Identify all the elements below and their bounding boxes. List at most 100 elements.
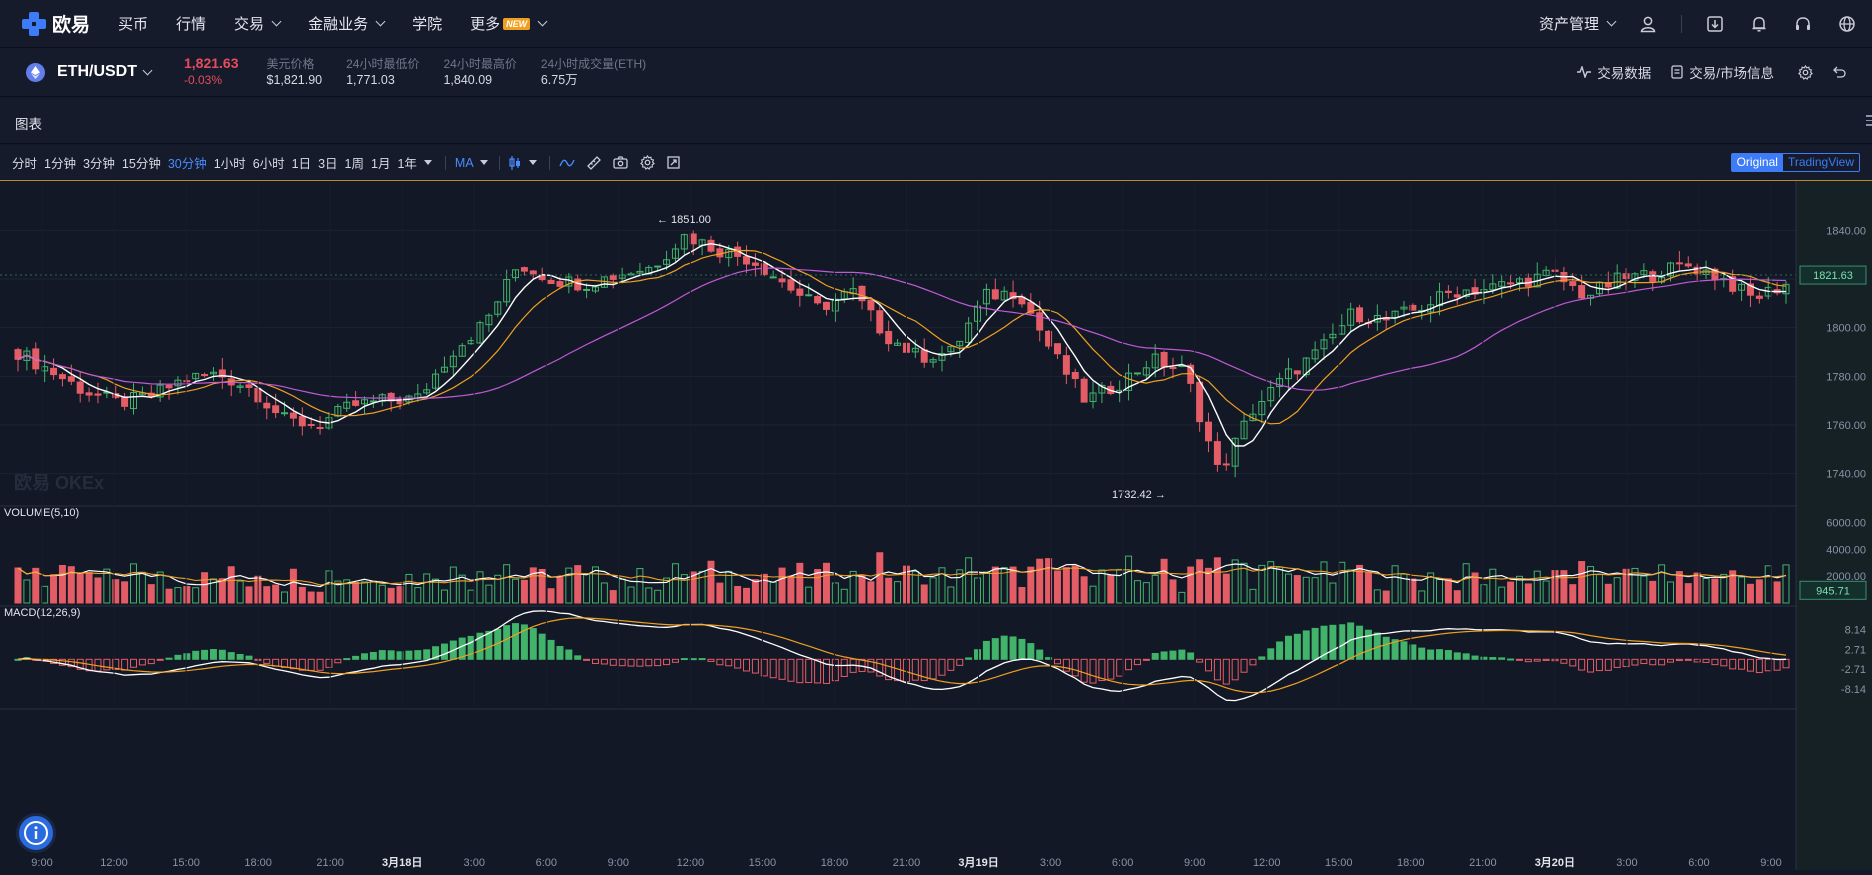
timeframe-10[interactable]: 1月: [371, 157, 391, 171]
volume-bar: [1364, 572, 1372, 604]
timeframe-5[interactable]: 1小时: [213, 157, 246, 171]
candle-body: [236, 385, 244, 388]
macd-histogram-bar: [1329, 624, 1337, 660]
trading-data-link[interactable]: 交易数据: [1577, 62, 1651, 82]
nav-item-1[interactable]: 行情: [176, 13, 206, 34]
view-tradingview-button[interactable]: TradingView: [1787, 155, 1854, 169]
line-tool-button[interactable]: [559, 158, 575, 168]
volume-bar: [387, 587, 395, 604]
candle-body: [245, 384, 253, 388]
macd-histogram-bar: [343, 658, 351, 661]
price-tick-label: 1780.00: [1826, 371, 1866, 383]
pair-selector[interactable]: ETH/USDT: [26, 62, 184, 82]
candle-body: [432, 373, 440, 389]
macd-histogram-bar: [289, 658, 297, 670]
nav-item-0[interactable]: 买币: [118, 13, 148, 34]
chevron-down-icon[interactable]: [423, 160, 432, 165]
volume-bar: [209, 578, 217, 604]
ruler-button[interactable]: [586, 155, 601, 170]
timeframe-4[interactable]: 30分钟: [167, 157, 207, 171]
download-icon[interactable]: [1704, 13, 1726, 35]
nav-item-2[interactable]: 交易: [234, 13, 282, 34]
volume-bar: [1675, 571, 1683, 604]
volume-bar: [1427, 572, 1435, 604]
macd-histogram-bar: [414, 650, 422, 660]
volume-bar: [183, 586, 191, 604]
indicator-selector[interactable]: MA: [455, 156, 488, 170]
user-icon[interactable]: [1637, 13, 1659, 35]
volume-bar: [1738, 576, 1746, 604]
nav-item-5[interactable]: 更多 NEW: [470, 13, 548, 34]
macd-histogram-bar: [920, 658, 928, 682]
screenshot-button[interactable]: [613, 156, 628, 169]
view-switch: Original TradingView: [1730, 153, 1860, 172]
settings-button[interactable]: [1798, 64, 1819, 80]
nav-item-3[interactable]: 金融业务: [308, 13, 386, 34]
macd-histogram-bar: [307, 658, 315, 671]
timeframe-8[interactable]: 3日: [318, 157, 338, 171]
volume-bar: [885, 577, 893, 604]
timeframe-6[interactable]: 6小时: [252, 157, 285, 171]
macd-histogram-bar: [1578, 658, 1586, 671]
volume-bar: [316, 591, 324, 604]
candle-body: [192, 372, 200, 380]
volume-bar: [707, 560, 715, 604]
candle-body: [272, 405, 280, 414]
candle-body: [23, 350, 31, 361]
timeframe-11[interactable]: 1年: [397, 157, 417, 171]
macd-histogram-bar: [334, 658, 342, 664]
macd-histogram-bar: [822, 658, 830, 684]
info-button[interactable]: [16, 813, 56, 853]
candle-body: [1169, 367, 1177, 370]
top-navigation: 欧易 买币 行情 交易 金融业务 学院 更多 NEW 资产管理: [0, 0, 1872, 48]
volume-ma5-line: [17, 563, 1787, 588]
logo[interactable]: 欧易: [22, 10, 90, 37]
candle-body: [423, 389, 431, 394]
volume-bar: [1276, 566, 1284, 604]
logo-text: 欧易: [52, 15, 91, 36]
macd-dif-line: [17, 610, 1787, 702]
candle-body: [822, 301, 830, 310]
volume-bar: [1320, 561, 1328, 604]
timeframe-7[interactable]: 1日: [291, 157, 312, 171]
macd-histogram-bar: [1675, 658, 1683, 662]
candle-type-selector[interactable]: [509, 155, 537, 170]
volume-bar: [947, 586, 955, 604]
timeframe-0[interactable]: 分时: [12, 157, 38, 171]
macd-histogram-bar: [316, 658, 324, 671]
volume-bar: [1471, 572, 1479, 604]
nav-item-4[interactable]: 学院: [412, 13, 442, 34]
candle-body: [1240, 420, 1248, 440]
chart-settings-button[interactable]: [639, 155, 655, 170]
macd-histogram-bar: [325, 658, 333, 668]
candle-body: [947, 345, 955, 353]
volume-bar: [627, 586, 635, 604]
globe-icon[interactable]: [1836, 13, 1858, 35]
candle-body: [476, 322, 484, 344]
timeframe-3[interactable]: 15分钟: [121, 157, 161, 171]
timeframe-1[interactable]: 1分钟: [44, 157, 76, 171]
timeframe-9[interactable]: 1周: [344, 157, 364, 171]
volume-bar: [1249, 588, 1257, 604]
menu-icon[interactable]: [1866, 115, 1872, 129]
bell-icon[interactable]: [1748, 13, 1770, 35]
headset-icon[interactable]: [1792, 13, 1814, 35]
timeframe-2[interactable]: 3分钟: [82, 157, 115, 171]
volume-bar: [867, 581, 875, 604]
fullscreen-button[interactable]: [667, 156, 680, 169]
macd-histogram-bar: [520, 624, 528, 660]
volume-bar: [1533, 570, 1541, 604]
market-info-link[interactable]: 交易/市场信息: [1671, 62, 1774, 82]
view-original-button[interactable]: Original: [1731, 154, 1783, 171]
macd-histogram-bar: [129, 658, 137, 668]
asset-management-menu[interactable]: 资产管理: [1539, 13, 1617, 34]
candle-body: [787, 279, 795, 291]
volume-bar: [14, 567, 22, 604]
back-button[interactable]: [1833, 66, 1852, 78]
macd-histogram-bar: [1267, 648, 1275, 660]
candle-body: [76, 381, 84, 394]
eth-coin-icon: [26, 62, 45, 82]
candle-body: [805, 294, 813, 297]
